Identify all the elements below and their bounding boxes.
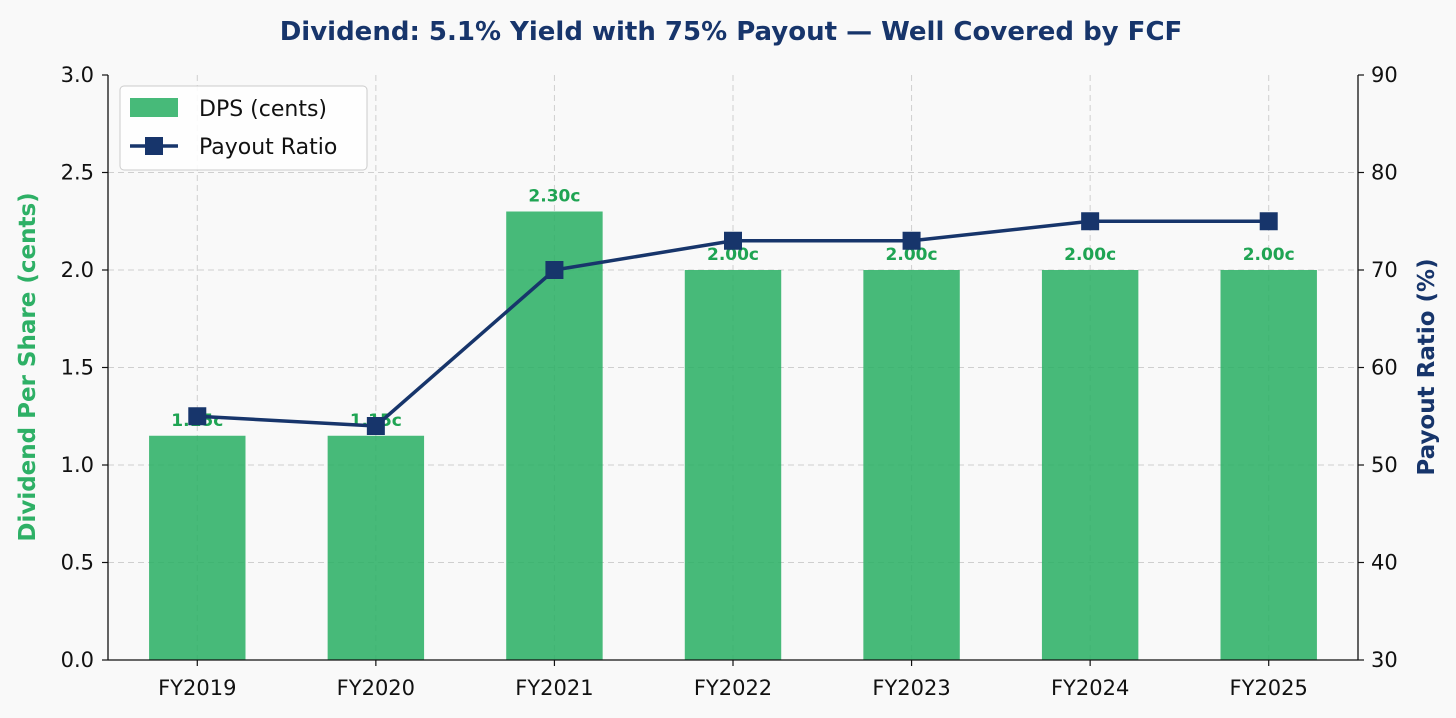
right-tick-label: 50: [1371, 453, 1398, 477]
x-tick-label: FY2022: [694, 676, 772, 700]
x-tick-label: FY2021: [515, 676, 593, 700]
x-tick-label: FY2023: [872, 676, 950, 700]
left-axis-label: Dividend Per Share (cents): [15, 192, 41, 541]
right-tick-label: 30: [1371, 648, 1398, 672]
axes: 0.0 0.5 1.0 1.5 2.0 2.5 3.0 30 40 50 60 70 80 90 FY201…: [61, 63, 1398, 700]
right-tick-label: 60: [1371, 356, 1398, 380]
bar-fy2025: [1220, 270, 1317, 660]
legend: DPS (cents) Payout Ratio: [119, 85, 368, 171]
bar-fy2023: [863, 270, 960, 660]
line-series: [188, 212, 1278, 435]
left-tick-label: 2.5: [61, 161, 94, 185]
legend-bar-swatch: [130, 98, 178, 117]
payout-ratio-point-fy2023: [902, 231, 921, 250]
x-tick-label: FY2025: [1230, 676, 1308, 700]
bar-fy2019: [149, 435, 246, 660]
chart-title: Dividend: 5.1% Yield with 75% Payout — W…: [280, 17, 1183, 47]
bar-data-label: 2.30c: [528, 187, 580, 207]
left-tick-label: 0.0: [61, 648, 94, 672]
payout-ratio-point-fy2025: [1259, 212, 1278, 231]
left-tick-label: 1.0: [61, 453, 94, 477]
bar-data-label: 2.00c: [707, 245, 759, 265]
payout-ratio-point-fy2022: [724, 231, 742, 250]
payout-ratio-point-fy2020: [366, 417, 385, 435]
x-tick-label: FY2020: [337, 676, 415, 700]
right-tick-label: 80: [1371, 161, 1398, 185]
legend-line-label: Payout Ratio: [199, 135, 337, 160]
bar-data-label: 2.00c: [1243, 245, 1295, 265]
left-tick-label: 0.5: [61, 551, 94, 575]
left-tick-label: 2.0: [61, 258, 94, 282]
bar-fy2020: [327, 435, 425, 660]
right-tick-label: 40: [1371, 551, 1398, 575]
right-tick-label: 90: [1371, 63, 1398, 87]
legend-box: [119, 85, 368, 171]
bar-data-label: 2.00c: [1064, 245, 1116, 265]
bar-fy2024: [1041, 270, 1139, 660]
payout-ratio-point-fy2024: [1081, 212, 1100, 231]
bar-data-label: 2.00c: [886, 245, 938, 265]
left-tick-label: 3.0: [61, 63, 94, 87]
bar-fy2022: [684, 270, 782, 660]
legend-line-marker: [145, 137, 163, 155]
left-tick-label: 1.5: [61, 356, 94, 380]
bar-series: [149, 211, 1317, 660]
legend-bar-label: DPS (cents): [199, 97, 327, 122]
bar-fy2021: [506, 211, 603, 660]
payout-ratio-point-fy2019: [188, 407, 207, 426]
x-tick-label: FY2024: [1051, 676, 1129, 700]
x-tick-label: FY2019: [158, 676, 236, 700]
right-axis-label: Payout Ratio (%): [1414, 258, 1440, 475]
right-tick-label: 70: [1371, 258, 1398, 282]
payout-ratio-point-fy2021: [545, 261, 564, 279]
